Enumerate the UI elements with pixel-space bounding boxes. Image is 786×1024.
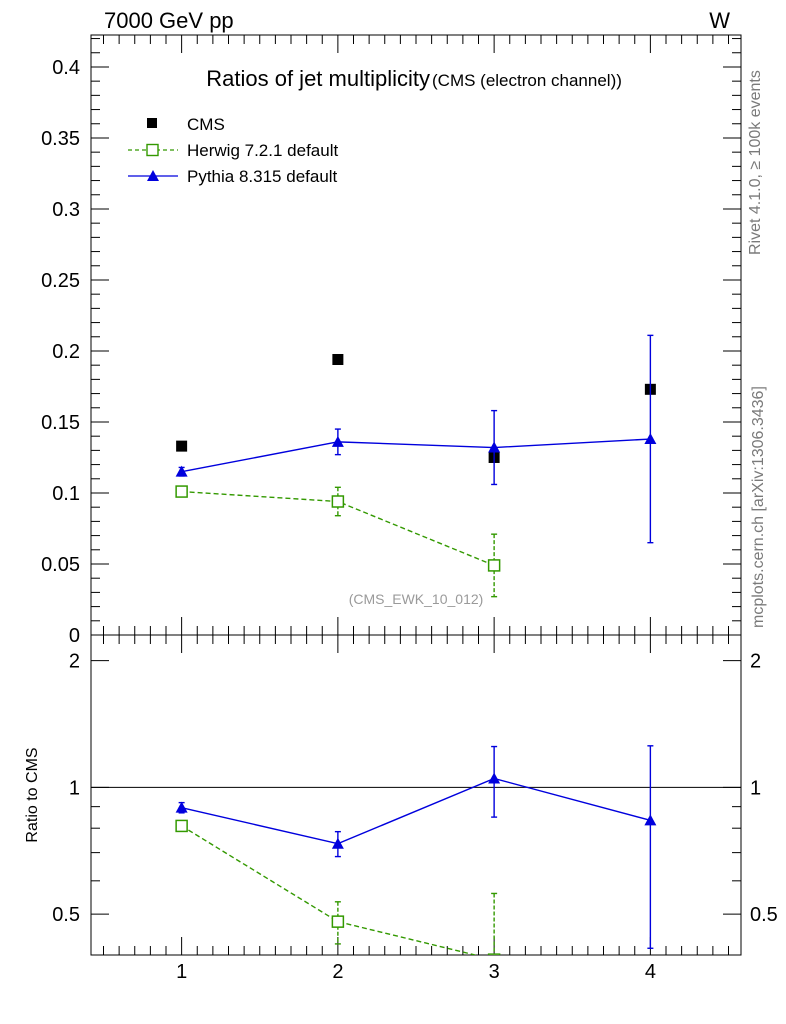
- ratio-axis-ticks: [91, 635, 741, 956]
- ratio-y-tick-label-left: 0.5: [52, 904, 80, 926]
- main-point-cms: [332, 353, 344, 365]
- ratio-point-herwig: [331, 915, 345, 928]
- legend-label-cms: CMS: [187, 115, 225, 134]
- main-axis-ticks: [91, 35, 741, 635]
- main-point-herwig: [331, 495, 345, 508]
- ratio-point-pythia: [644, 814, 657, 826]
- ratio-point-herwig: [175, 819, 188, 833]
- ratio-y-tick-label-left: 1: [69, 777, 80, 799]
- legend-marker-pythia: [147, 170, 159, 181]
- x-tick-label: 2: [332, 961, 343, 983]
- main-clipped-group: [175, 334, 657, 598]
- ratio-y-tick-label-left: 2: [69, 651, 80, 673]
- y-tick-label: 0.05: [41, 554, 80, 576]
- legend-marker-cms: [147, 118, 157, 128]
- y-tick-label: 0.1: [52, 483, 80, 505]
- ratio-series-line-herwig: [181, 825, 479, 955]
- y-tick-label: 0.3: [52, 199, 80, 221]
- ratio-point-herwig: [487, 953, 501, 955]
- y-tick-label: 0.2: [52, 341, 80, 363]
- legend-label-pythia: Pythia 8.315 default: [187, 167, 338, 186]
- ratio-clipped-group: [175, 745, 657, 955]
- chart-subtitle: (CMS (electron channel)): [432, 71, 622, 90]
- main-point-pythia: [644, 433, 657, 445]
- energy-label: 7000 GeV pp: [104, 8, 234, 33]
- x-tick-label: 3: [489, 961, 500, 983]
- ratio-y-tick-label-right: 0.5: [750, 904, 778, 926]
- ratio-y-tick-labels: 0.5 0.5 1 1 2 2: [52, 651, 778, 927]
- source-reference-label: mcplots.cern.ch [arXiv:1306.3436]: [750, 386, 767, 628]
- x-tick-label: 1: [176, 961, 187, 983]
- main-point-cms: [176, 440, 188, 452]
- x-tick-label: 4: [645, 961, 656, 983]
- main-point-herwig: [487, 559, 501, 572]
- legend: CMS Herwig 7.2.1 default Pythia 8.315 de…: [128, 115, 338, 186]
- ratio-series-line-pythia: [181, 777, 651, 845]
- main-point-pythia: [331, 435, 344, 447]
- ratio-y-axis-label: Ratio to CMS: [24, 747, 41, 842]
- x-tick-labels: 1 2 3 4: [176, 961, 656, 983]
- process-label: W: [709, 8, 730, 33]
- chart-title: Ratios of jet multiplicity: [206, 66, 430, 91]
- ratio-point-pythia: [488, 772, 501, 784]
- y-tick-label: 0.35: [41, 128, 80, 150]
- y-tick-label: 0.4: [52, 57, 80, 79]
- ratio-series-layer: [175, 745, 657, 955]
- rivet-version-label: Rivet 4.1.0, ≥ 100k events: [747, 70, 764, 255]
- ratio-y-tick-label-right: 1: [750, 777, 761, 799]
- y-tick-label: 0.15: [41, 412, 80, 434]
- y-tick-label-zero: 0: [69, 625, 80, 647]
- main-panel: 0 0.05 0.1 0.15 0.2 0.25 0.3 0.35 0.4 Ratios of…: [41, 34, 742, 647]
- ratio-y-tick-label-right: 2: [750, 651, 761, 673]
- legend-marker-herwig: [146, 143, 159, 157]
- ratio-panel-frame: [90, 634, 742, 956]
- main-series-line-pythia: [181, 438, 651, 473]
- main-point-pythia: [175, 465, 188, 477]
- main-point-herwig: [175, 485, 188, 498]
- ratio-point-pythia: [175, 801, 188, 813]
- main-point-pythia: [488, 441, 501, 453]
- ratio-panel: 0.5 0.5 1 1 2 2 1 2 3 4 Ratio to CMS: [24, 634, 778, 983]
- y-tick-label: 0.25: [41, 270, 80, 292]
- main-y-tick-labels: 0 0.05 0.1 0.15 0.2 0.25 0.3 0.35 0.4: [41, 57, 80, 647]
- analysis-label: (CMS_EWK_10_012): [349, 591, 484, 607]
- legend-label-herwig: Herwig 7.2.1 default: [187, 141, 338, 160]
- ratio-point-pythia: [331, 837, 344, 849]
- main-series-layer: [175, 334, 657, 598]
